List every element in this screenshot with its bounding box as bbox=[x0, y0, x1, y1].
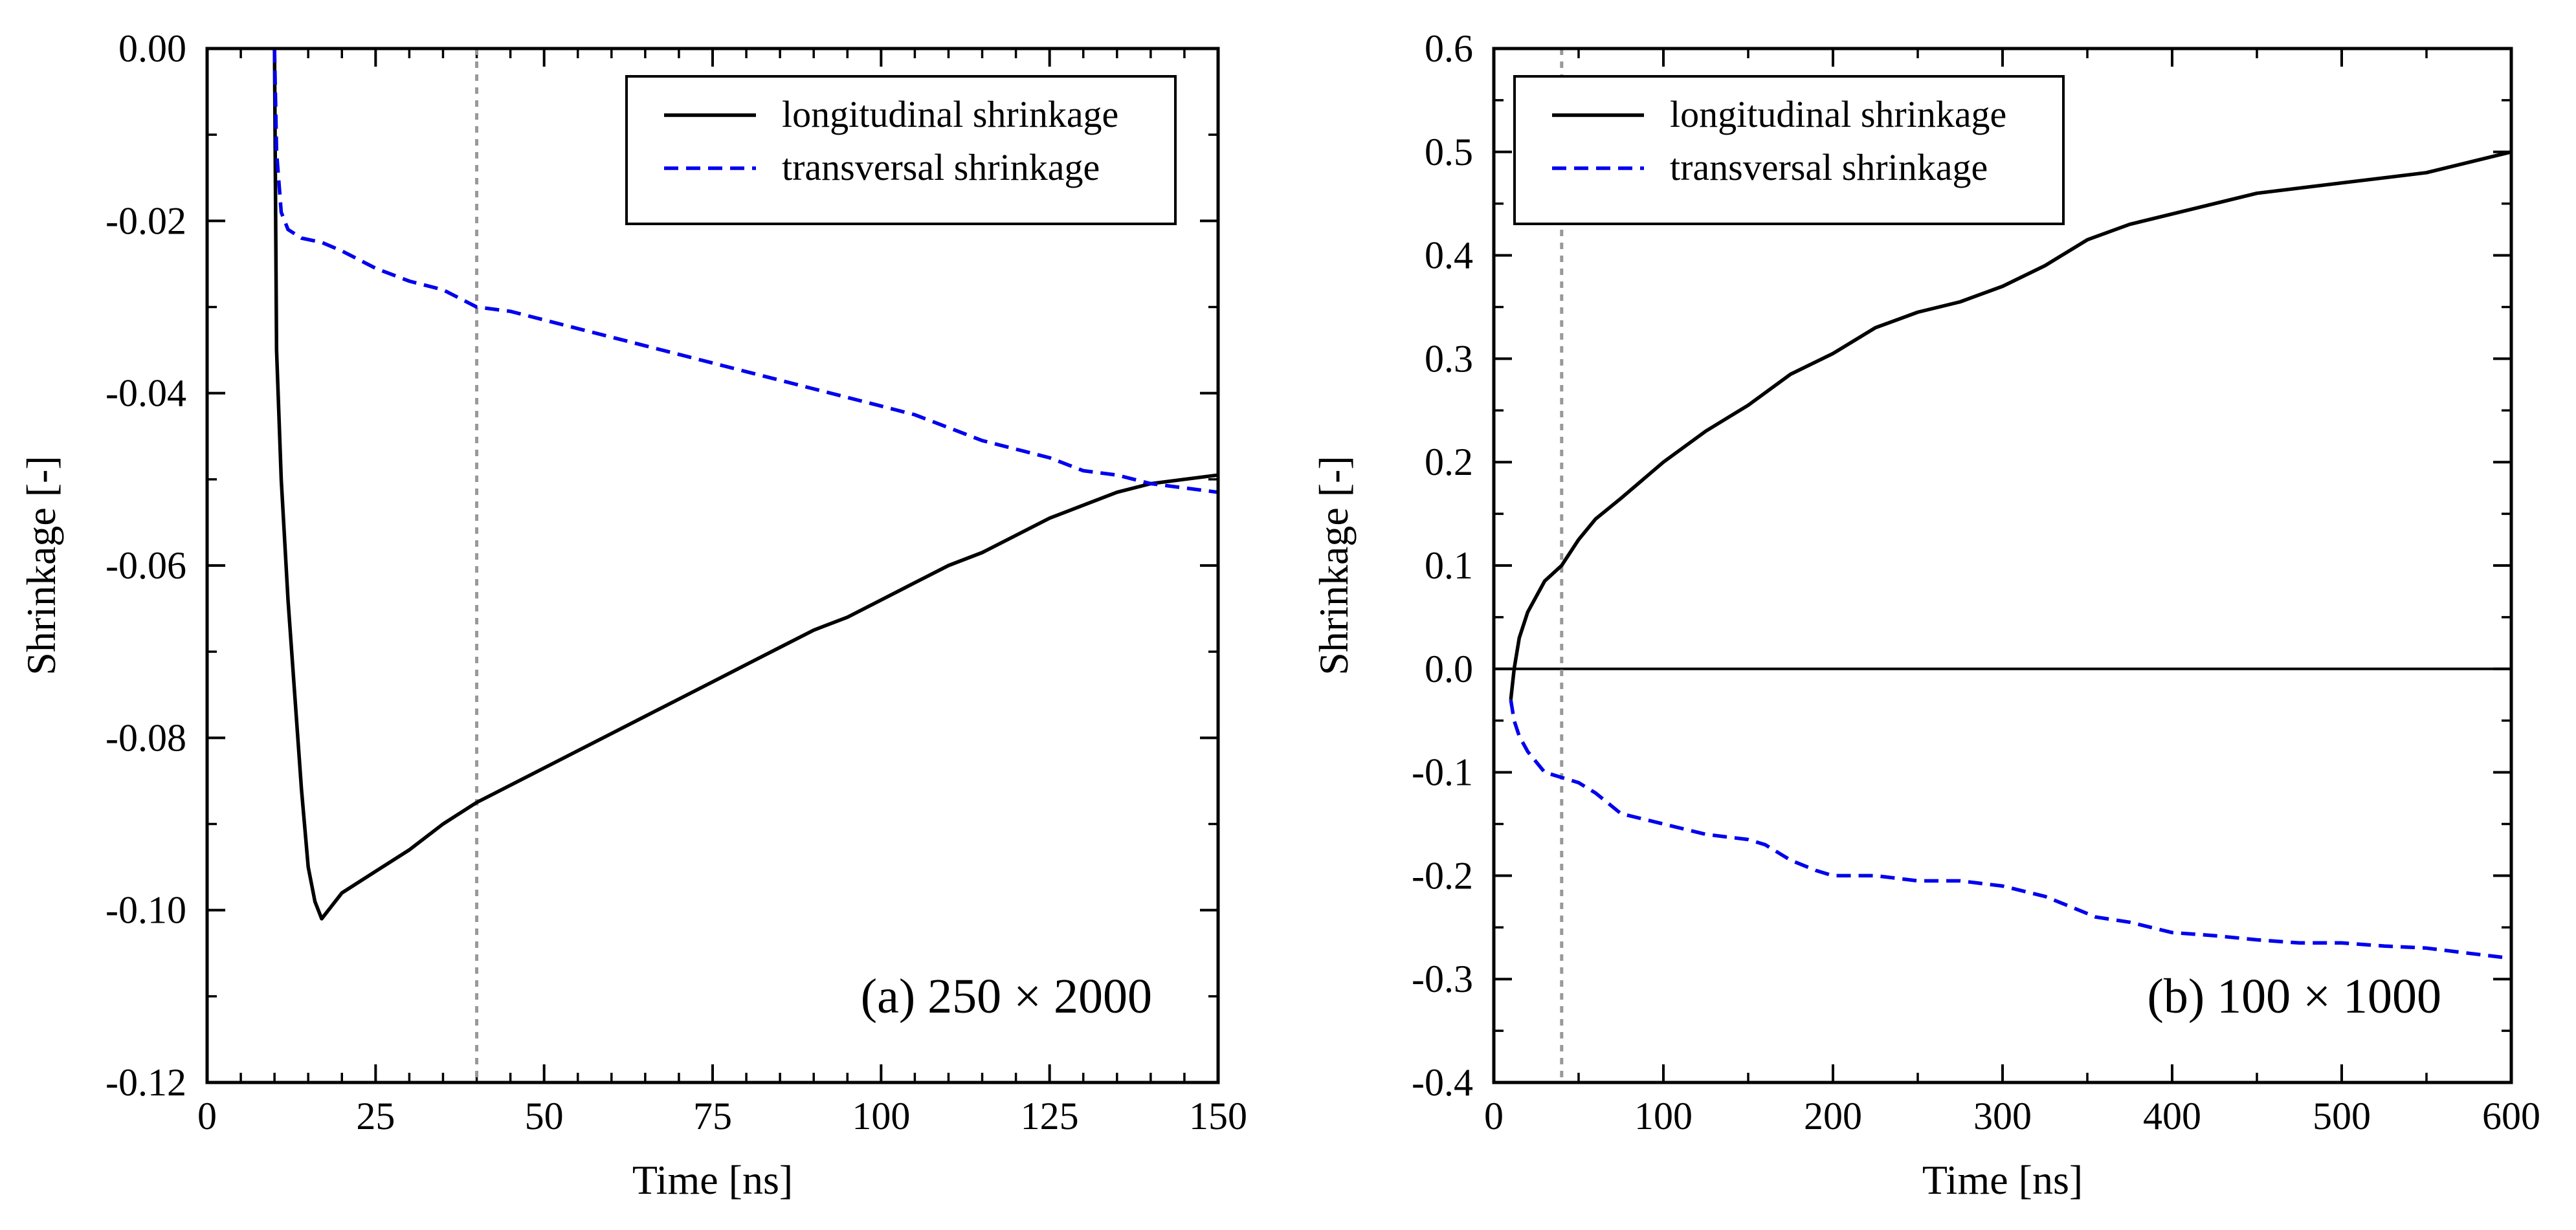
panel-b-series bbox=[1509, 150, 2512, 960]
y-tick-label: -0.2 bbox=[1412, 854, 1473, 897]
panel-b-y-tick-labels: 0.6 0.5 0.4 0.3 0.2 0.1 0.0 -0.1 -0.2 -0.3 -0.4 bbox=[1412, 27, 1473, 1104]
panel-b-y-axis-title: Shrinkage [-] bbox=[1311, 456, 1357, 675]
panel-a-series-longitudinal bbox=[272, 48, 1219, 921]
panel-b-legend-box bbox=[1513, 75, 2065, 225]
y-tick-label: -0.04 bbox=[105, 372, 186, 415]
x-tick-label: 0 bbox=[197, 1095, 217, 1137]
x-tick-label: 200 bbox=[1804, 1095, 1862, 1137]
y-tick-label: -0.12 bbox=[105, 1061, 186, 1104]
panel-b-annotation: (b) 100 × 1000 bbox=[2148, 969, 2441, 1024]
y-tick-label: 0.5 bbox=[1425, 131, 1473, 173]
x-tick-label: 100 bbox=[1634, 1095, 1693, 1137]
y-tick-label: -0.1 bbox=[1412, 751, 1473, 794]
panel-b-x-axis-title: Time [ns] bbox=[1922, 1157, 2083, 1203]
panel-a-y-axis-title: Shrinkage [-] bbox=[18, 456, 64, 675]
panel-a-series-transversal bbox=[272, 48, 1219, 494]
panel-a-legend: longitudinal shrinkage transversal shrin… bbox=[625, 75, 1177, 225]
y-tick-label: 0.00 bbox=[118, 27, 186, 70]
y-tick-label: 0.6 bbox=[1425, 27, 1473, 70]
panel-b-plot-frame bbox=[1492, 47, 2513, 1084]
y-tick-label: 0.2 bbox=[1425, 441, 1473, 483]
x-tick-label: 150 bbox=[1189, 1095, 1247, 1137]
panel-a-y-tick-labels: 0.00 -0.02 -0.04 -0.06 -0.08 -0.10 -0.12 bbox=[105, 27, 186, 1104]
x-tick-label: 25 bbox=[356, 1095, 395, 1137]
panel-a-plot-frame bbox=[205, 47, 1220, 1084]
y-tick-label: -0.06 bbox=[105, 544, 186, 587]
y-tick-label: -0.08 bbox=[105, 716, 186, 759]
y-tick-label: 0.3 bbox=[1425, 337, 1473, 380]
x-tick-label: 300 bbox=[1973, 1095, 2032, 1137]
panel-a: 0 25 50 75 100 125 150 0.00 -0.02 -0.04 -0.06 -0.0… bbox=[18, 27, 1247, 1203]
panel-b-series-transversal bbox=[1509, 699, 2512, 960]
panel-b: 0 100 200 300 400 500 600 0.60.50.40.30.20.10.… bbox=[1311, 27, 2540, 1203]
y-tick-label: -0.02 bbox=[105, 199, 186, 242]
panel-b-series-longitudinal bbox=[1509, 150, 2512, 700]
y-tick-label: 0.4 bbox=[1425, 234, 1473, 277]
panel-b-legend-label-longitudinal: longitudinal shrinkage bbox=[1670, 93, 2006, 135]
panel-a-legend-box bbox=[625, 75, 1177, 225]
panel-a-x-tick-labels: 0 25 50 75 100 125 150 bbox=[197, 1095, 1247, 1137]
x-tick-label: 125 bbox=[1021, 1095, 1079, 1137]
panel-a-annotation: (a) 250 × 2000 bbox=[861, 969, 1152, 1024]
x-tick-label: 500 bbox=[2313, 1095, 2371, 1137]
x-tick-label: 50 bbox=[525, 1095, 564, 1137]
x-tick-label: 100 bbox=[852, 1095, 910, 1137]
panel-a-series bbox=[272, 48, 1219, 921]
y-tick-label: -0.3 bbox=[1412, 958, 1473, 1000]
y-tick-label: 0.0 bbox=[1425, 648, 1473, 690]
x-tick-label: 0 bbox=[1484, 1095, 1504, 1137]
panel-a-legend-label-transversal: transversal shrinkage bbox=[782, 146, 1100, 188]
x-tick-label: 400 bbox=[2143, 1095, 2201, 1137]
y-tick-label: 0.1 bbox=[1425, 544, 1473, 587]
panel-a-x-axis-title: Time [ns] bbox=[632, 1157, 793, 1203]
panel-a-legend-label-longitudinal: longitudinal shrinkage bbox=[782, 93, 1118, 135]
panel-b-legend: longitudinal shrinkage transversal shrin… bbox=[1513, 75, 2065, 225]
x-tick-label: 75 bbox=[693, 1095, 732, 1137]
panel-b-legend-label-transversal: transversal shrinkage bbox=[1670, 146, 1988, 188]
x-tick-label: 600 bbox=[2482, 1095, 2540, 1137]
y-tick-label: -0.4 bbox=[1412, 1061, 1473, 1104]
y-tick-label: -0.10 bbox=[105, 889, 186, 932]
panel-b-x-tick-labels: 0 100 200 300 400 500 600 bbox=[1484, 1095, 2540, 1137]
